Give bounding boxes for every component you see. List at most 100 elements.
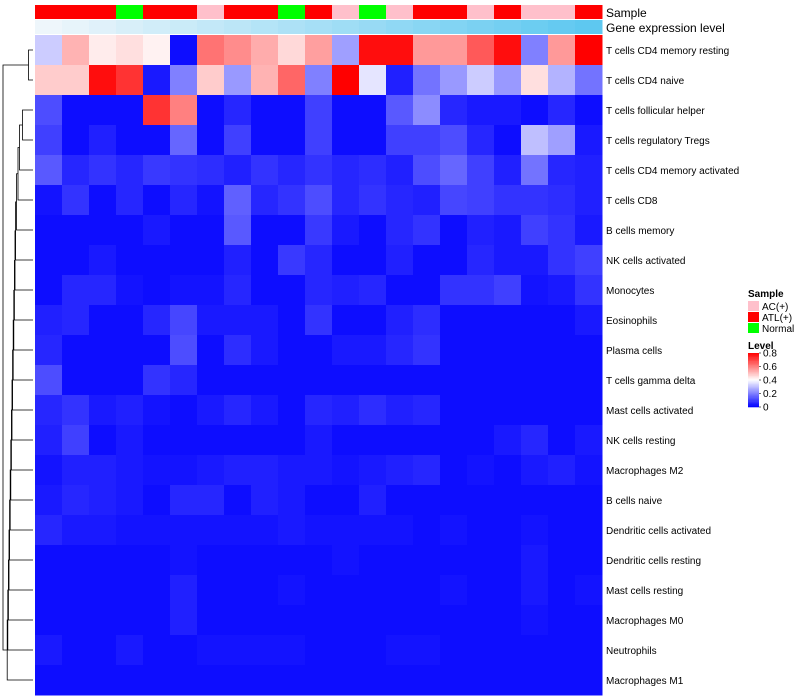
- heatmap-cell: [575, 575, 603, 606]
- colorbar-segment: [748, 373, 759, 375]
- level-track-cell: [89, 20, 117, 34]
- heatmap-cell: [35, 185, 63, 216]
- heatmap-cell: [143, 185, 171, 216]
- heatmap-cell: [305, 215, 333, 246]
- colorbar-segment: [748, 371, 759, 374]
- heatmap-cell: [251, 515, 279, 546]
- dendrogram-branch: [17, 147, 33, 201]
- heatmap-cell: [305, 335, 333, 366]
- heatmap-cell: [116, 365, 144, 396]
- heatmap-cell: [494, 665, 522, 696]
- heatmap-cell: [521, 665, 549, 696]
- heatmap-cell: [521, 455, 549, 486]
- heatmap-cell: [386, 215, 414, 246]
- heatmap-cell: [548, 275, 576, 306]
- heatmap-cell: [89, 35, 117, 66]
- sample-track-cell: [440, 5, 468, 19]
- heatmap-cell: [467, 35, 495, 66]
- heatmap-cell: [413, 185, 441, 216]
- sample-track-cell: [359, 5, 387, 19]
- heatmap-cell: [440, 635, 468, 666]
- heatmap-cell: [386, 425, 414, 456]
- heatmap-cell: [35, 125, 63, 156]
- heatmap-cell: [116, 95, 144, 126]
- heatmap-cell: [197, 275, 225, 306]
- heatmap-cell: [35, 305, 63, 336]
- heatmap-cell: [575, 215, 603, 246]
- level-track-cell: [359, 20, 387, 34]
- track-label-level: Gene expression level: [606, 21, 725, 35]
- heatmap-cell: [89, 275, 117, 306]
- heatmap-cell: [197, 395, 225, 426]
- heatmap-cell: [251, 335, 279, 366]
- heatmap-cell: [440, 95, 468, 126]
- heatmap-cell: [494, 95, 522, 126]
- level-track-cell: [575, 20, 603, 34]
- heatmap-cell: [413, 125, 441, 156]
- heatmap-cell: [89, 515, 117, 546]
- heatmap-cell: [332, 275, 360, 306]
- heatmap-cell: [170, 485, 198, 516]
- heatmap-cell: [494, 455, 522, 486]
- heatmap-cell: [359, 305, 387, 336]
- row-label: T cells gamma delta: [606, 376, 696, 387]
- heatmap-cell: [332, 545, 360, 576]
- heatmap-cell: [116, 395, 144, 426]
- heatmap-cell: [548, 35, 576, 66]
- heatmap-cell: [413, 365, 441, 396]
- heatmap-cell: [197, 215, 225, 246]
- heatmap-cell: [521, 245, 549, 276]
- heatmap-cell: [89, 635, 117, 666]
- level-track-cell: [494, 20, 522, 34]
- heatmap-cell: [548, 455, 576, 486]
- heatmap-cell: [143, 335, 171, 366]
- heatmap-cell: [467, 515, 495, 546]
- heatmap-cell: [332, 665, 360, 696]
- heatmap-cell: [548, 545, 576, 576]
- heatmap-cell: [143, 485, 171, 516]
- heatmap-cell: [575, 335, 603, 366]
- legend-item-label: AC(+): [762, 302, 788, 313]
- heatmap-cell: [305, 635, 333, 666]
- colorbar-segment: [748, 380, 759, 382]
- heatmap-cell: [332, 245, 360, 276]
- heatmap-cell: [278, 365, 306, 396]
- sample-track-cell: [116, 5, 144, 19]
- heatmap-cell: [35, 425, 63, 456]
- heatmap-cell: [386, 35, 414, 66]
- row-label: Dendritic cells activated: [606, 526, 711, 537]
- colorbar-segment: [748, 363, 759, 366]
- colorbar-segment: [748, 362, 759, 365]
- sample-track-cell: [521, 5, 549, 19]
- heatmap-cell: [332, 215, 360, 246]
- level-track-cell: [224, 20, 252, 34]
- heatmap-cell: [440, 185, 468, 216]
- heatmap-cell: [413, 575, 441, 606]
- heatmap-cell: [467, 365, 495, 396]
- heatmap-cell: [332, 305, 360, 336]
- level-track-cell: [62, 20, 90, 34]
- heatmap-cell: [62, 185, 90, 216]
- heatmap-cell: [575, 485, 603, 516]
- heatmap-cell: [467, 425, 495, 456]
- heatmap-cell: [548, 95, 576, 126]
- heatmap-cell: [143, 35, 171, 66]
- heatmap-cell: [332, 35, 360, 66]
- heatmap-cell: [116, 605, 144, 636]
- heatmap-cell: [197, 425, 225, 456]
- heatmap-cell: [89, 245, 117, 276]
- heatmap-cell: [35, 365, 63, 396]
- colorbar-segment: [748, 375, 759, 378]
- heatmap-cell: [359, 335, 387, 366]
- heatmap-cell: [116, 275, 144, 306]
- heatmap-cell: [359, 665, 387, 696]
- heatmap-cell: [278, 305, 306, 336]
- level-track-cell: [35, 20, 63, 34]
- heatmap-cell: [224, 95, 252, 126]
- heatmap-cell: [35, 485, 63, 516]
- row-label: T cells regulatory Tregs: [606, 136, 710, 147]
- heatmap-cell: [116, 245, 144, 276]
- heatmap-cell: [62, 95, 90, 126]
- heatmap-cell: [35, 275, 63, 306]
- heatmap-cell: [89, 665, 117, 696]
